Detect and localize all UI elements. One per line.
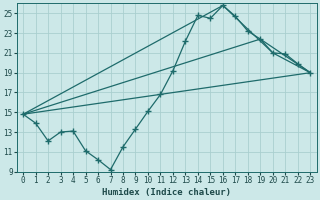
X-axis label: Humidex (Indice chaleur): Humidex (Indice chaleur) xyxy=(102,188,231,197)
